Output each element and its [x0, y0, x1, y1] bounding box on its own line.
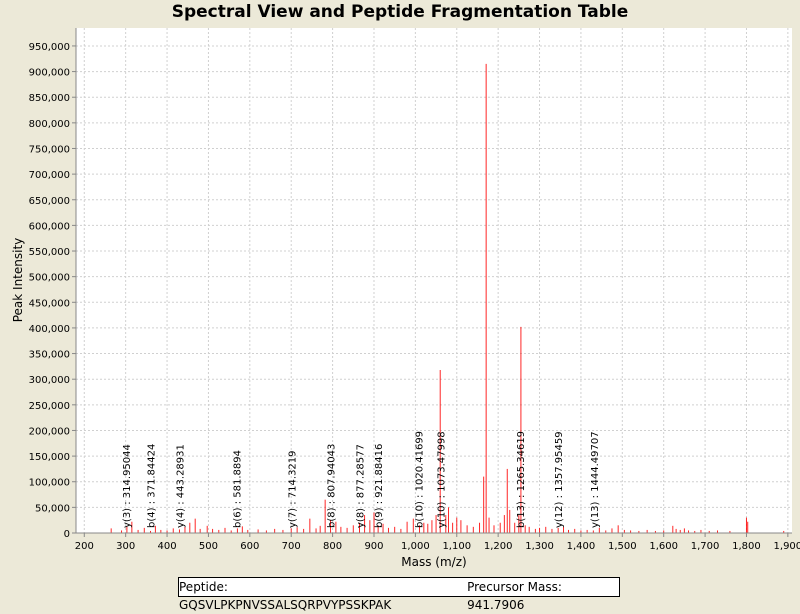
- precursor-mass: Precursor Mass: 941.7906: [467, 580, 562, 612]
- fragment-annotation-label: y(13) : 1444.49707: [590, 431, 601, 528]
- x-tick-label: 400: [158, 541, 177, 552]
- y-tick-label: 300,000: [29, 375, 70, 386]
- y-axis-ticks: 0 50,000 100,000 150,000 200,000 250,000 300,0…: [29, 42, 76, 540]
- y-tick-label: 550,000: [29, 247, 70, 258]
- fragment-annotation-label: y(7) : 714.3219: [287, 450, 298, 528]
- spectrum-chart: y(3) : 314.95044 b(4) : 371.84424 y(4) : 4…: [11, 28, 800, 569]
- y-tick-label: 900,000: [29, 68, 70, 79]
- fragment-annotation-label: y(4) : 443.28931: [176, 444, 187, 528]
- x-tick-label: 1,600: [649, 541, 678, 552]
- x-tick-label: 1,200: [484, 541, 513, 552]
- x-tick-label: 600: [240, 541, 259, 552]
- y-tick-label: 650,000: [29, 196, 70, 207]
- x-tick-label: 700: [282, 541, 301, 552]
- y-axis-label: Peak Intensity: [11, 238, 25, 323]
- x-tick-label: 900: [364, 541, 383, 552]
- fragment-annotation-label: b(4) : 371.84424: [146, 444, 157, 528]
- y-tick-label: 750,000: [29, 144, 70, 155]
- y-tick-label: 250,000: [29, 401, 70, 412]
- grid-lines: [76, 28, 792, 533]
- y-tick-label: 200,000: [29, 426, 70, 437]
- peptide-sequence: Peptide: GQSVLPKPNVSSALSQRPVYPSSKPAK: [179, 580, 392, 612]
- plot-area: [76, 28, 792, 533]
- fragment-annotation-label: y(12) : 1357.95459: [554, 431, 565, 528]
- x-tick-label: 1,000: [401, 541, 430, 552]
- x-axis-label: Mass (m/z): [401, 555, 466, 569]
- y-tick-label: 0: [64, 529, 70, 540]
- y-tick-label: 600,000: [29, 221, 70, 232]
- y-tick-label: 700,000: [29, 170, 70, 181]
- y-tick-label: 150,000: [29, 452, 70, 463]
- x-tick-label: 1,700: [691, 541, 720, 552]
- y-tick-label: 800,000: [29, 119, 70, 130]
- fragment-annotation-label: b(10) : 1020.41699: [415, 431, 426, 528]
- y-tick-label: 400,000: [29, 324, 70, 335]
- y-tick-label: 450,000: [29, 298, 70, 309]
- fragment-annotations: y(3) : 314.95044 b(4) : 371.84424 y(4) : 4…: [122, 431, 601, 528]
- y-tick-label: 100,000: [29, 478, 70, 489]
- fragment-annotation-label: y(3) : 314.95044: [122, 444, 133, 528]
- x-tick-label: 200: [75, 541, 94, 552]
- x-tick-label: 1,300: [525, 541, 554, 552]
- x-axis-ticks: 200 300 400 500 600 700 800 900 1,000 1,100 1,200 1…: [75, 533, 800, 552]
- chart-title: Spectral View and Peptide Fragmentation …: [171, 2, 629, 22]
- x-tick-label: 1,100: [442, 541, 471, 552]
- x-tick-label: 1,900: [774, 541, 800, 552]
- fragment-annotation-label: b(9) : 921.88416: [374, 444, 385, 528]
- fragment-annotation-label: b(6) : 581.8894: [232, 450, 243, 528]
- fragment-annotation-label: y(8) : 877.28577: [355, 444, 366, 528]
- fragment-annotation-label: b(8) : 807.94043: [326, 444, 337, 528]
- x-tick-label: 800: [323, 541, 342, 552]
- y-tick-label: 350,000: [29, 350, 70, 361]
- y-tick-label: 850,000: [29, 93, 70, 104]
- y-tick-label: 50,000: [35, 503, 70, 514]
- y-tick-label: 950,000: [29, 42, 70, 53]
- x-tick-label: 500: [199, 541, 218, 552]
- y-tick-label: 500,000: [29, 273, 70, 284]
- x-tick-label: 300: [116, 541, 135, 552]
- fragment-annotation-label: b(13) : 1265.34619: [516, 431, 527, 528]
- fragment-annotation-label: y(10) : 1073.47998: [436, 431, 447, 528]
- x-tick-label: 1,500: [608, 541, 637, 552]
- x-tick-label: 1,800: [732, 541, 761, 552]
- peptide-info-box: Peptide: GQSVLPKPNVSSALSQRPVYPSSKPAK Pre…: [178, 577, 620, 612]
- x-tick-label: 1,400: [567, 541, 596, 552]
